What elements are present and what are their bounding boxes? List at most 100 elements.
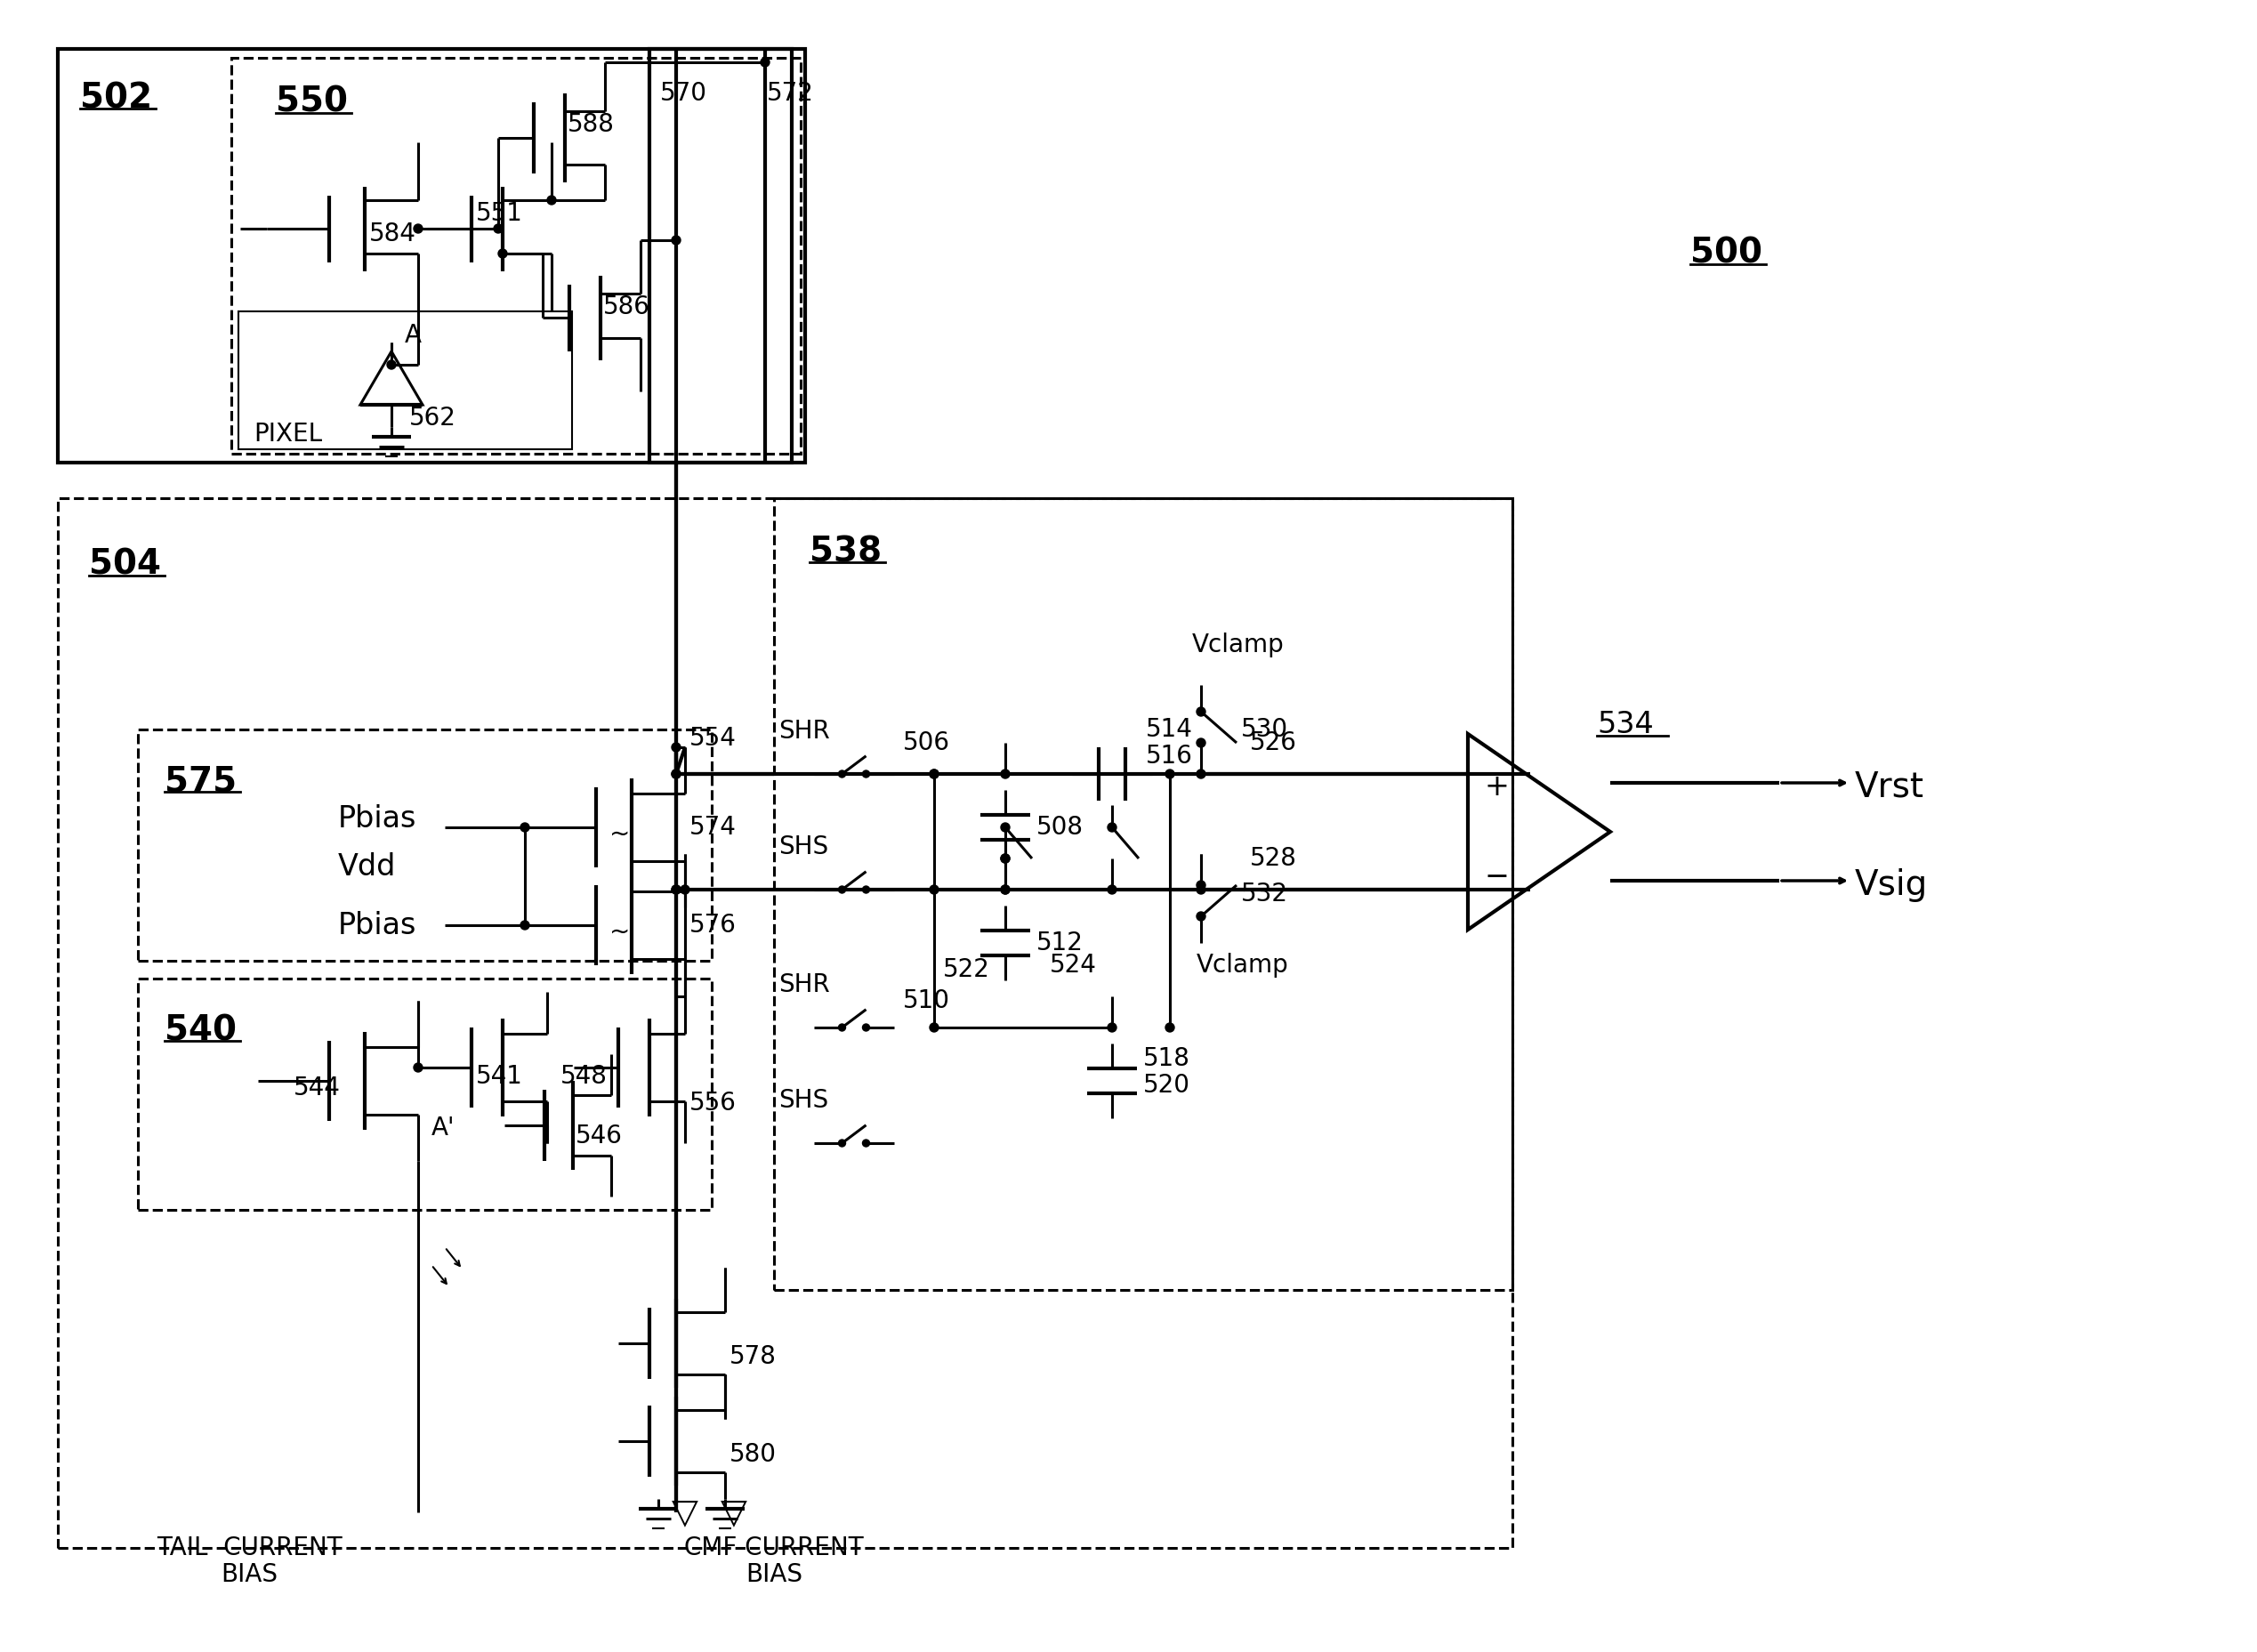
Text: SHR: SHR <box>779 973 831 998</box>
Text: 551: 551 <box>476 202 524 226</box>
Circle shape <box>1196 738 1205 747</box>
Circle shape <box>1165 770 1174 778</box>
Text: 586: 586 <box>603 294 650 319</box>
Text: ▽: ▽ <box>720 1495 747 1530</box>
Bar <box>59 50 806 463</box>
Circle shape <box>673 770 682 778</box>
Circle shape <box>673 885 682 894</box>
Bar <box>230 58 801 454</box>
Text: 550: 550 <box>275 86 348 119</box>
Text: 546: 546 <box>576 1123 623 1148</box>
Circle shape <box>1196 707 1205 715</box>
Circle shape <box>1000 885 1009 894</box>
Circle shape <box>494 225 503 233</box>
Text: Vdd: Vdd <box>339 852 397 882</box>
Text: 516: 516 <box>1147 743 1194 768</box>
Circle shape <box>413 1064 422 1072</box>
Circle shape <box>1196 912 1205 920</box>
Text: 526: 526 <box>1250 730 1298 755</box>
Text: 576: 576 <box>688 914 736 938</box>
Text: 510: 510 <box>903 988 950 1013</box>
Circle shape <box>413 225 422 233</box>
Text: A: A <box>404 322 422 349</box>
Circle shape <box>1108 823 1117 833</box>
Circle shape <box>1000 770 1009 778</box>
Text: 504: 504 <box>88 548 160 582</box>
Circle shape <box>930 1023 939 1032</box>
Circle shape <box>521 920 530 930</box>
Circle shape <box>1000 823 1009 833</box>
Circle shape <box>840 770 846 778</box>
Text: Vclamp: Vclamp <box>1192 633 1284 657</box>
Text: 554: 554 <box>688 725 736 750</box>
Text: 500: 500 <box>1690 236 1763 271</box>
Text: −: − <box>1483 862 1510 890</box>
Text: 514: 514 <box>1147 717 1194 742</box>
Text: 578: 578 <box>729 1345 776 1370</box>
Bar <box>59 499 1512 1548</box>
Text: 524: 524 <box>1050 953 1097 978</box>
Circle shape <box>673 770 682 778</box>
Text: CMF CURRENT: CMF CURRENT <box>684 1535 864 1561</box>
Text: PIXEL: PIXEL <box>253 421 323 446</box>
Circle shape <box>840 885 846 894</box>
Circle shape <box>930 770 939 778</box>
Circle shape <box>862 885 869 894</box>
Circle shape <box>521 823 530 833</box>
Text: Vrst: Vrst <box>1855 770 1925 805</box>
Text: ~: ~ <box>609 823 630 847</box>
Circle shape <box>1000 854 1009 862</box>
Bar <box>239 311 571 449</box>
Text: 538: 538 <box>810 535 882 568</box>
Bar <box>138 730 711 961</box>
Text: 508: 508 <box>1036 814 1083 839</box>
Circle shape <box>499 249 508 258</box>
Text: ▽: ▽ <box>673 1495 697 1530</box>
Text: Pbias: Pbias <box>339 910 418 940</box>
Text: SHS: SHS <box>779 1089 828 1113</box>
Text: 580: 580 <box>729 1442 776 1467</box>
Text: A': A' <box>431 1115 456 1140</box>
Text: 548: 548 <box>560 1064 607 1089</box>
Text: 570: 570 <box>659 81 706 106</box>
Circle shape <box>1108 1023 1117 1032</box>
Text: Vsig: Vsig <box>1855 869 1927 902</box>
Text: 506: 506 <box>903 730 950 755</box>
Text: 528: 528 <box>1250 846 1298 871</box>
Text: +: + <box>1483 773 1508 801</box>
Circle shape <box>930 770 939 778</box>
Circle shape <box>862 770 869 778</box>
Text: SHR: SHR <box>779 719 831 743</box>
Circle shape <box>930 885 939 894</box>
Circle shape <box>673 885 682 894</box>
Circle shape <box>1196 881 1205 890</box>
Text: 534: 534 <box>1598 710 1654 740</box>
Bar <box>138 978 711 1209</box>
Circle shape <box>761 58 770 66</box>
Text: Pbias: Pbias <box>339 805 418 833</box>
Circle shape <box>386 360 395 368</box>
Text: 562: 562 <box>409 406 456 431</box>
Text: 522: 522 <box>943 957 991 983</box>
Text: SHS: SHS <box>779 834 828 859</box>
Text: 512: 512 <box>1036 930 1083 955</box>
Circle shape <box>840 1024 846 1031</box>
Text: 574: 574 <box>688 814 736 839</box>
Text: 588: 588 <box>567 112 614 137</box>
Circle shape <box>862 1024 869 1031</box>
Bar <box>774 499 1512 1290</box>
Text: ~: ~ <box>609 920 630 945</box>
Text: Vclamp: Vclamp <box>1196 953 1289 978</box>
Text: 556: 556 <box>688 1090 736 1115</box>
Bar <box>650 50 792 463</box>
Text: 541: 541 <box>476 1064 524 1089</box>
Circle shape <box>862 1140 869 1146</box>
Text: 544: 544 <box>293 1075 341 1100</box>
Circle shape <box>1000 854 1009 862</box>
Circle shape <box>673 743 682 752</box>
Circle shape <box>1165 1023 1174 1032</box>
Circle shape <box>682 885 688 894</box>
Circle shape <box>1108 885 1117 894</box>
Text: 518: 518 <box>1144 1046 1189 1070</box>
Text: 540: 540 <box>165 1013 237 1047</box>
